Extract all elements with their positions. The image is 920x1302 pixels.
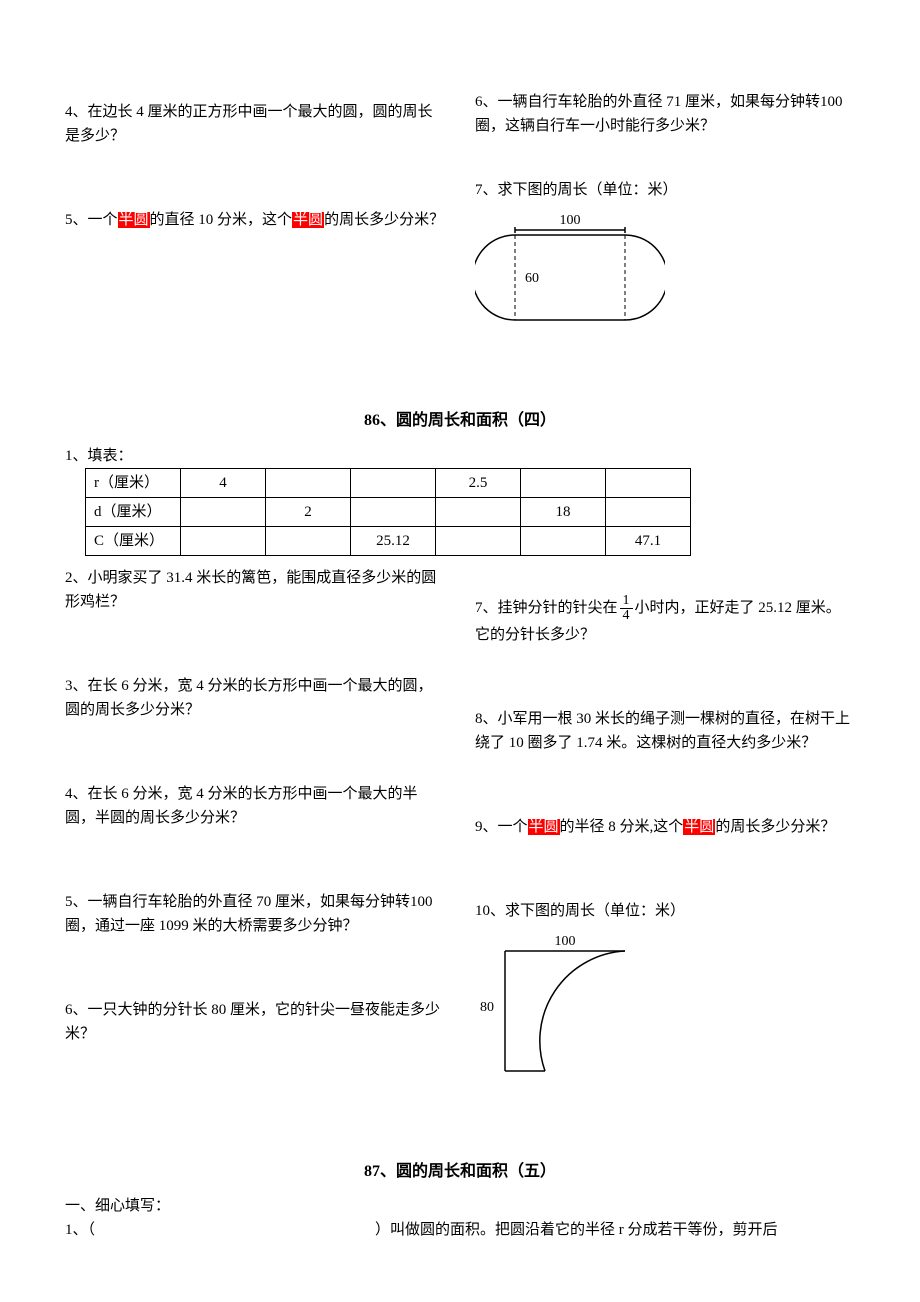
stadium-figure: 100 60 [475,210,855,338]
q7-text: 7、求下图的周长（单位：米） [475,178,855,202]
s86-right-col: 7、挂钟分针的针尖在14小时内，正好走了 25.12 厘米。它的分针长多少？ 8… [475,566,855,1109]
s86-table: r（厘米）4 2.5 d（厘米） 2 18 C（厘米） 25.12 47.1 [85,468,691,556]
s86-section: 2、小明家买了 31.4 米长的篱笆，能围成直径多少米的圆形鸡栏？ 3、在长 6… [65,566,855,1109]
table-cell [606,468,691,497]
table-cell [521,526,606,555]
section87-title: 87、圆的周长和面积（五） [65,1159,855,1185]
q7-fraction: 14 [620,594,633,623]
q5-post: 的周长多少分米？ [324,212,444,228]
stadium-svg: 100 60 [475,210,665,330]
q5-hl2: 半圆 [292,212,324,228]
table-cell: 47.1 [606,526,691,555]
q9-hl1: 半圆 [528,819,560,835]
quarter-figure: 100 80 [475,931,855,1089]
q7-frac-num: 1 [620,594,633,609]
table-cell [436,526,521,555]
table-cell: 2.5 [436,468,521,497]
table-cell [521,468,606,497]
quarter-arc [540,951,625,1071]
q7-pre: 7、挂钟分针的针尖在 [475,600,618,616]
table-cell: 4 [181,468,266,497]
stadium-arc-right [625,235,665,320]
s86-q2: 2、小明家买了 31.4 米长的篱笆，能围成直径多少米的圆形鸡栏？ [65,566,445,614]
s86-q9: 9、一个半圆的半径 8 分米,这个半圆的周长多少分米？ [475,815,855,839]
table-cell [606,497,691,526]
q9-post: 的周长多少分米？ [715,819,835,835]
table-header-cell: d（厘米） [86,497,181,526]
quarter-left-label: 80 [480,1000,494,1015]
section86-title: 86、圆的周长和面积（四） [65,408,855,434]
s86-left-col: 2、小明家买了 31.4 米长的篱笆，能围成直径多少米的圆形鸡栏？ 3、在长 6… [65,566,445,1109]
table-cell [266,526,351,555]
s86-q7: 7、挂钟分针的针尖在14小时内，正好走了 25.12 厘米。它的分针长多少？ [475,594,855,647]
s87-q1-pre: 1、（ [65,1222,95,1238]
q9-mid: 的半径 8 分米,这个 [560,819,684,835]
s86-q5: 5、一辆自行车轮胎的外直径 70 厘米，如果每分钟转100 圈，通过一座 109… [65,890,445,938]
q5-hl1: 半圆 [118,212,150,228]
s86-q10: 10、求下图的周长（单位：米） 100 80 [475,899,855,1089]
table-row: r（厘米）4 2.5 [86,468,691,497]
top-right-col: 6、一辆自行车轮胎的外直径 71 厘米，如果每分钟转100 圈，这辆自行车一小时… [475,100,855,358]
s86-q1-label: 1、填表： [65,444,855,468]
table-cell [266,468,351,497]
q7-frac-den: 4 [620,609,633,623]
table-cell [181,526,266,555]
s86-table-body: r（厘米）4 2.5 d（厘米） 2 18 C（厘米） 25.12 47.1 [86,468,691,555]
top-q6: 6、一辆自行车轮胎的外直径 71 厘米，如果每分钟转100 圈，这辆自行车一小时… [475,90,855,138]
q10-text: 10、求下图的周长（单位：米） [475,899,855,923]
table-header-cell: C（厘米） [86,526,181,555]
s86-q8: 8、小军用一根 30 米长的绳子测一棵树的直径，在树干上绕了 10 圈多了 1.… [475,707,855,755]
s87-q1: 1、（ ）叫做圆的面积。把圆沿着它的半径 r 分成若干等份，剪开后 [65,1218,855,1242]
table-cell [351,497,436,526]
stadium-top-label: 100 [560,213,581,228]
table-header-cell: r（厘米） [86,468,181,497]
table-cell [436,497,521,526]
top-left-col: 4、在边长 4 厘米的正方形中画一个最大的圆，圆的周长是多少？ 5、一个半圆的直… [65,100,445,358]
table-cell: 25.12 [351,526,436,555]
stadium-arc-left [475,235,515,320]
top-q4: 4、在边长 4 厘米的正方形中画一个最大的圆，圆的周长是多少？ [65,100,445,148]
q9-hl2: 半圆 [683,819,715,835]
s87-q1-post: ）叫做圆的面积。把圆沿着它的半径 r 分成若干等份，剪开后 [375,1222,778,1238]
quarter-svg: 100 80 [475,931,645,1081]
s86-q3: 3、在长 6 分米，宽 4 分米的长方形中画一个最大的圆，圆的周长多少分米？ [65,674,445,722]
top-q5: 5、一个半圆的直径 10 分米，这个半圆的周长多少分米？ [65,208,445,232]
q9-pre: 9、一个 [475,819,528,835]
q5-mid: 的直径 10 分米，这个 [150,212,293,228]
quarter-top-label: 100 [555,934,576,949]
table-cell [181,497,266,526]
s87-sub: 一、细心填写： [65,1194,855,1218]
table-cell [351,468,436,497]
stadium-left-label: 60 [525,271,539,286]
table-row: C（厘米） 25.12 47.1 [86,526,691,555]
table-cell: 18 [521,497,606,526]
top-q7: 7、求下图的周长（单位：米） 100 60 [475,178,855,338]
q5-pre: 5、一个 [65,212,118,228]
table-row: d（厘米） 2 18 [86,497,691,526]
s86-q6: 6、一只大钟的分针长 80 厘米，它的针尖一昼夜能走多少米？ [65,998,445,1046]
table-cell: 2 [266,497,351,526]
top-section: 4、在边长 4 厘米的正方形中画一个最大的圆，圆的周长是多少？ 5、一个半圆的直… [65,100,855,358]
s86-q4: 4、在长 6 分米，宽 4 分米的长方形中画一个最大的半圆，半圆的周长多少分米？ [65,782,445,830]
